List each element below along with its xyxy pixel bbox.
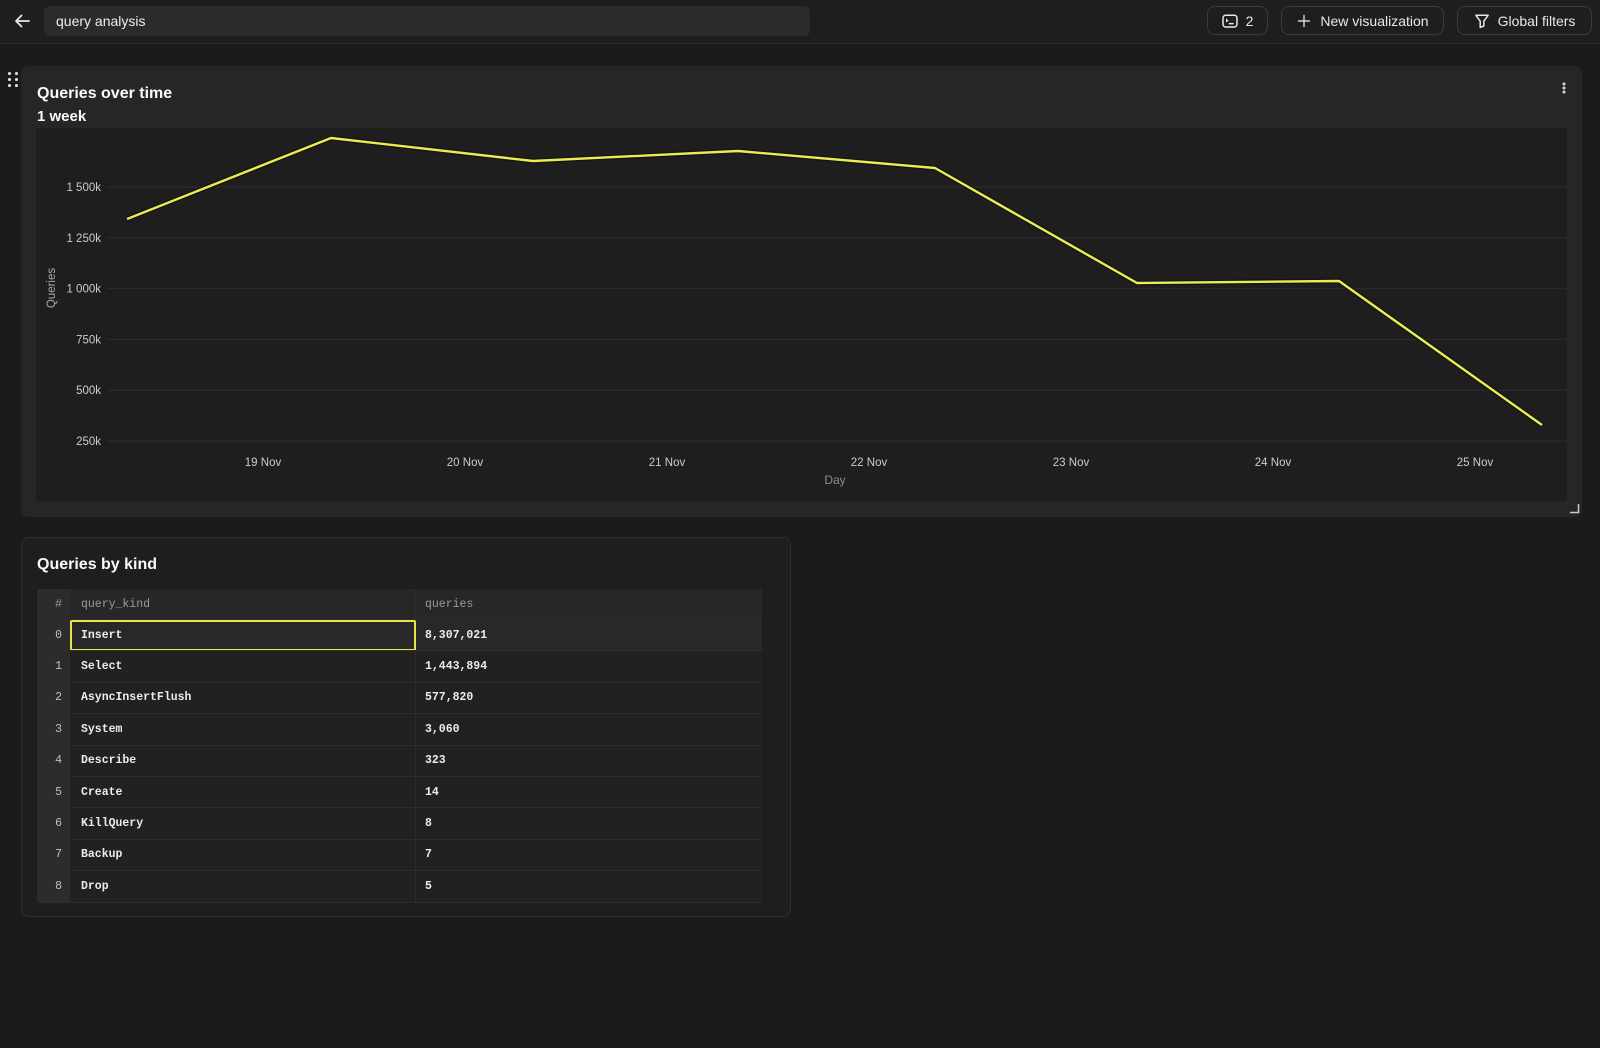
svg-text:19 Nov: 19 Nov	[245, 457, 282, 469]
svg-text:24 Nov: 24 Nov	[1255, 457, 1292, 469]
svg-text:25 Nov: 25 Nov	[1457, 457, 1494, 469]
svg-text:1 000k: 1 000k	[66, 284, 101, 296]
svg-text:500k: 500k	[76, 385, 101, 397]
svg-text:1 500k: 1 500k	[66, 182, 101, 194]
svg-text:1 250k: 1 250k	[66, 233, 101, 245]
svg-text:Queries: Queries	[46, 268, 58, 309]
svg-text:22 Nov: 22 Nov	[851, 457, 888, 469]
svg-text:Day: Day	[824, 473, 845, 487]
svg-text:20 Nov: 20 Nov	[447, 457, 484, 469]
svg-text:750k: 750k	[76, 334, 101, 346]
svg-text:250k: 250k	[76, 436, 101, 448]
svg-text:23 Nov: 23 Nov	[1053, 457, 1090, 469]
svg-text:21 Nov: 21 Nov	[649, 457, 686, 469]
